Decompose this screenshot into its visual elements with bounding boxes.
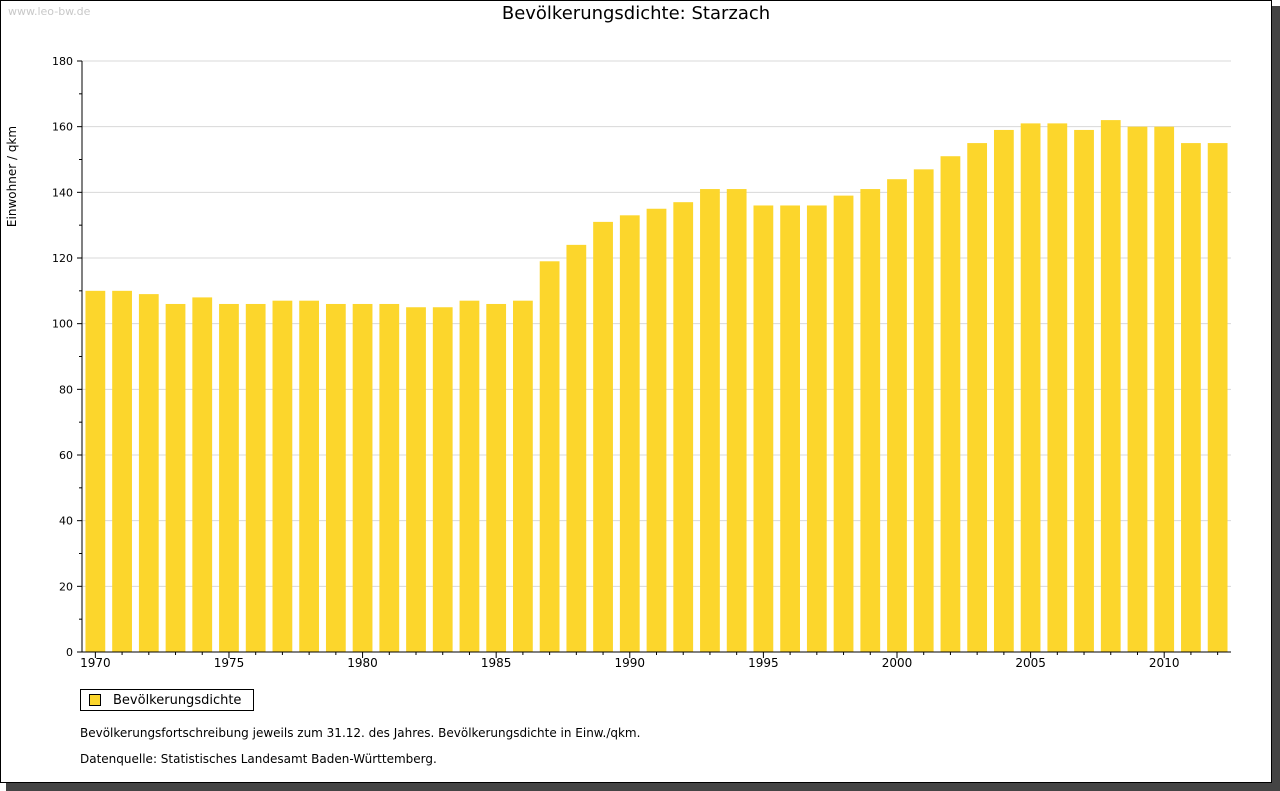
frame-shadow-right — [1272, 6, 1280, 791]
bar — [539, 261, 560, 652]
bar — [646, 208, 667, 652]
bar — [352, 303, 373, 652]
bar — [325, 303, 346, 652]
bar — [85, 290, 106, 652]
y-tick-label: 140 — [52, 186, 73, 199]
y-tick-label: 80 — [59, 383, 73, 396]
bar — [165, 303, 186, 652]
x-tick-label: 1975 — [214, 656, 245, 670]
y-tick-label: 180 — [52, 55, 73, 68]
watermark-link[interactable]: www.leo-bw.de — [8, 5, 91, 18]
bar — [753, 205, 774, 652]
bar — [138, 294, 159, 652]
bar-chart: 0 20 40 60 80 100 120 140 160 180 1970 1975 1980 1985… — [5, 55, 1231, 670]
legend-swatch — [89, 694, 101, 706]
x-tick-label: 1990 — [615, 656, 646, 670]
y-tick-label: 60 — [59, 449, 73, 462]
bar — [1074, 129, 1094, 652]
bar — [112, 290, 132, 652]
bar — [272, 300, 293, 652]
bar — [1100, 120, 1121, 653]
bar — [940, 156, 961, 652]
footnote-source: Datenquelle: Statistisches Landesamt Bad… — [80, 752, 437, 766]
bar — [860, 189, 881, 653]
bar — [913, 169, 934, 652]
bar — [1181, 143, 1201, 653]
bar — [1154, 126, 1175, 652]
bar — [299, 300, 320, 652]
bar — [459, 300, 480, 652]
x-tick-label: 2010 — [1149, 656, 1180, 670]
bar — [726, 189, 747, 653]
bar — [513, 300, 533, 652]
bar — [432, 307, 453, 652]
bar — [1020, 123, 1041, 653]
bar — [780, 205, 800, 652]
bar — [1207, 143, 1228, 653]
bar — [967, 143, 988, 653]
bar — [806, 205, 827, 652]
bar — [993, 129, 1014, 652]
y-tick-label: 100 — [52, 318, 73, 331]
y-tick-label: 160 — [52, 121, 73, 134]
y-axis-label: Einwohner / qkm — [5, 126, 19, 227]
footnote-method: Bevölkerungsfortschreibung jeweils zum 3… — [80, 726, 641, 740]
x-tick-label: 1970 — [80, 656, 111, 670]
bar — [486, 303, 507, 652]
bar — [700, 189, 720, 653]
bar — [192, 297, 213, 652]
bar — [566, 244, 587, 652]
bar — [245, 303, 266, 652]
x-tick-label: 2005 — [1015, 656, 1046, 670]
bar — [593, 221, 613, 652]
x-tick-label: 1995 — [748, 656, 779, 670]
y-tick-label: 0 — [66, 646, 73, 659]
y-tick-label: 120 — [52, 252, 73, 265]
bar — [1047, 123, 1068, 653]
bar — [1127, 126, 1148, 652]
bar — [673, 202, 694, 652]
legend: Bevölkerungsdichte — [80, 689, 255, 711]
bar — [406, 307, 426, 652]
frame-shadow-bottom — [6, 783, 1280, 791]
x-tick-label: 1980 — [347, 656, 378, 670]
bar — [619, 215, 640, 653]
bar — [887, 179, 907, 652]
y-tick-label: 20 — [59, 580, 73, 593]
bar — [833, 195, 854, 652]
chart-title: Bevölkerungsdichte: Starzach — [501, 3, 771, 24]
legend-label: Bevölkerungsdichte — [113, 692, 242, 708]
y-tick-label: 40 — [59, 515, 73, 528]
bar — [219, 303, 239, 652]
x-tick-label: 2000 — [882, 656, 913, 670]
x-tick-label: 1985 — [481, 656, 512, 670]
bar — [379, 303, 400, 652]
